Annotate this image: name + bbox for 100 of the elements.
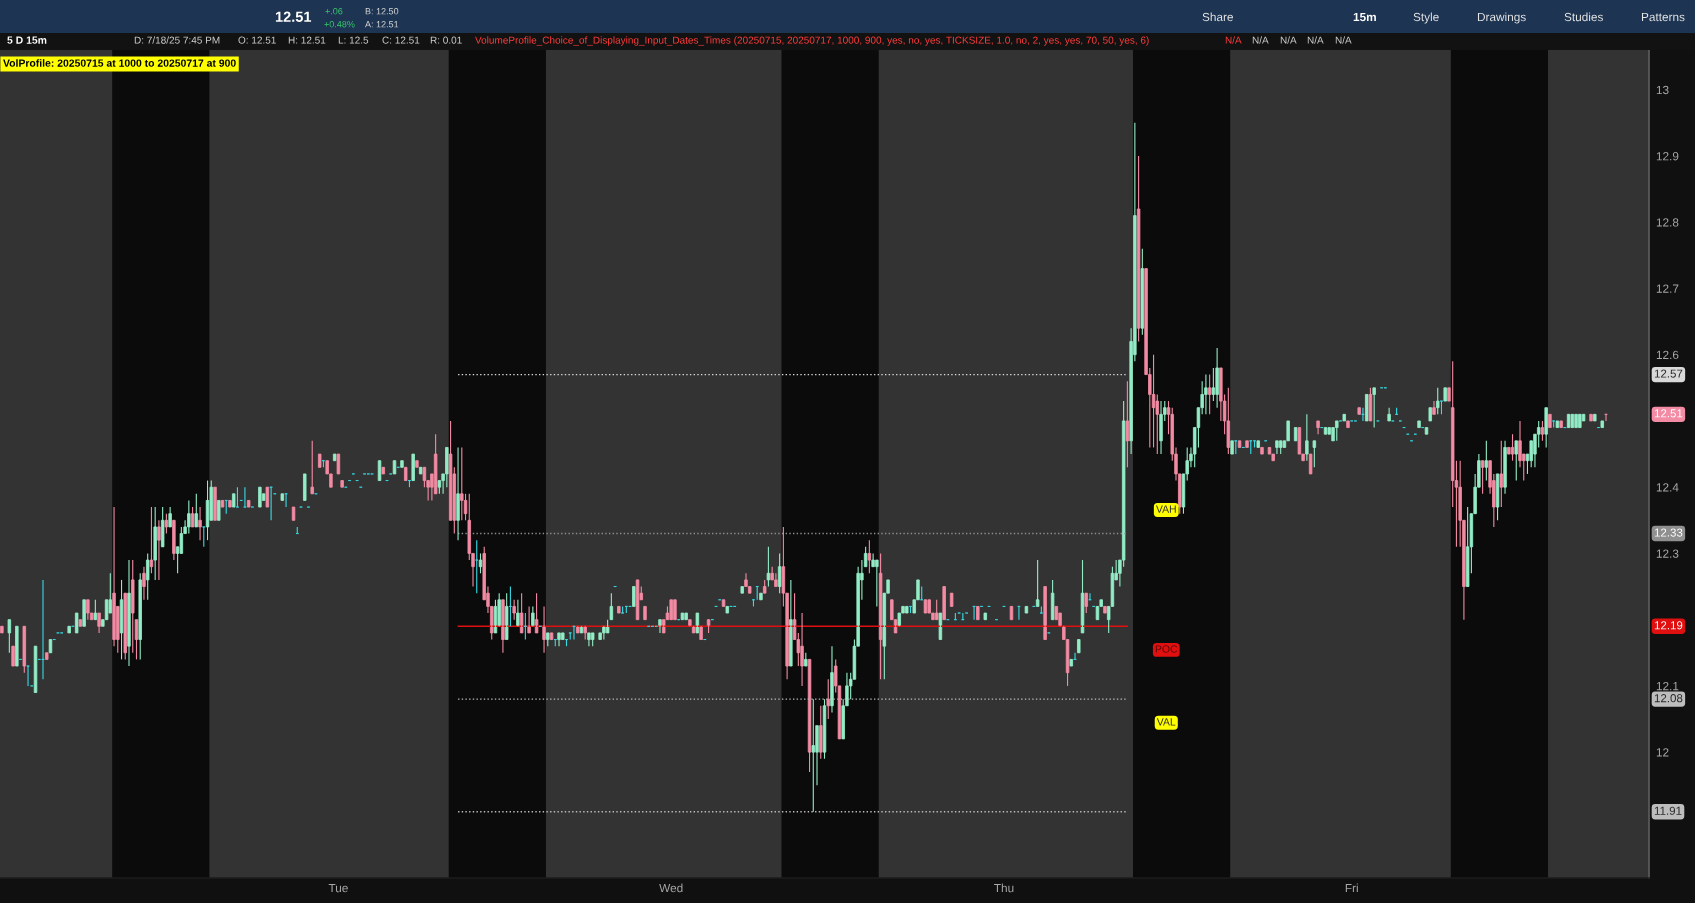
text: Studies (1564, 12, 1603, 22)
candlestick (1484, 440, 1489, 482)
candlestick (1069, 658, 1074, 667)
text: D: 7/18/25 7:45 PM (134, 36, 220, 44)
candlestick (411, 453, 415, 482)
candlestick (867, 539, 872, 574)
text: +0.48% (324, 21, 355, 28)
candlestick (632, 585, 636, 607)
annotation: 12.57 (1654, 369, 1683, 378)
candlestick (575, 625, 580, 634)
candlestick (688, 619, 692, 627)
candlestick (1589, 413, 1593, 422)
candlestick (460, 446, 464, 521)
text: C: 12.51 (382, 36, 420, 44)
candlestick (983, 612, 988, 621)
candlestick (243, 486, 247, 508)
candlestick (332, 453, 337, 462)
text: N/A (1335, 36, 1352, 44)
text: N/A (1280, 36, 1297, 44)
text: VAL (1156, 718, 1176, 726)
candlestick (684, 612, 688, 621)
x-tick-label: Fri (1345, 883, 1358, 893)
text: POC (1155, 645, 1178, 653)
x-tick-label: Tue (328, 883, 348, 893)
candlestick (1593, 413, 1597, 422)
y-tick-label: 12 (1656, 748, 1669, 757)
y-tick-label: 12.6 (1656, 350, 1679, 360)
text: 5 D 15m (7, 36, 47, 44)
candlestick (340, 480, 344, 488)
candlestick (93, 599, 98, 621)
candlestick (1308, 453, 1313, 475)
y-tick-label: 12.8 (1656, 218, 1679, 227)
text: 12.51 (275, 11, 312, 22)
candlestick (131, 559, 135, 654)
candlestick (1024, 605, 1029, 614)
candlestick (691, 625, 696, 634)
candlestick (475, 539, 479, 594)
candlestick (381, 466, 385, 475)
candlestick (15, 625, 19, 667)
y-tick-label: 12.7 (1656, 284, 1679, 293)
annotation: 12.08 (1654, 694, 1683, 703)
candlestick (1312, 440, 1317, 468)
y-tick-label: 12.3 (1656, 549, 1679, 558)
candlestick (336, 453, 341, 475)
candlestick (258, 486, 262, 508)
candlestick (67, 625, 71, 634)
candlestick (213, 486, 217, 521)
candlestick (905, 605, 909, 614)
candlestick (1335, 420, 1339, 442)
candlestick (1436, 387, 1440, 415)
candlestick (673, 599, 677, 621)
x-tick-label: Thu (994, 883, 1014, 893)
text: N/A (1225, 36, 1242, 44)
candlestick (202, 526, 206, 548)
text: 15m (1353, 12, 1376, 22)
text: VAH (1155, 505, 1176, 513)
text: B: 12.50 (365, 8, 399, 15)
candlestick (82, 599, 86, 627)
text: N/A (1252, 36, 1269, 44)
candlestick (217, 499, 221, 521)
annotation: 11.91 (1654, 806, 1682, 815)
candlestick (669, 599, 673, 621)
candlestick (7, 619, 12, 654)
text: A: 12.51 (365, 21, 399, 28)
y-tick-label: 12.9 (1656, 152, 1679, 161)
y-tick-label: 12.1 (1656, 681, 1679, 691)
candlestick (11, 645, 15, 667)
candlestick (942, 585, 946, 621)
text: VolumeProfile_Choice_of_Displaying_Input_Dates_Times (20250715, 20250717, 1000, 900, yes, no, yes, TICKSIZE, 1.0, no, 2, yes, yes, 70, 50, yes, 6) (475, 36, 1149, 46)
y-tick-label: 13 (1656, 85, 1669, 95)
text: Drawings (1477, 12, 1526, 24)
text: Share (1202, 12, 1233, 22)
candlestick (1544, 407, 1548, 448)
candlestick (617, 605, 621, 614)
text: Patterns (1641, 12, 1685, 22)
candlestick (1600, 420, 1604, 429)
candlestick (1368, 387, 1373, 422)
candlestick (0, 625, 4, 634)
text: N/A (1307, 36, 1324, 44)
candlestick (519, 592, 524, 634)
candlestick (187, 499, 191, 535)
text: O: 12.51 (238, 36, 276, 44)
candlestick (415, 460, 419, 468)
candlestick (579, 625, 584, 634)
candlestick (1342, 413, 1346, 422)
candlestick (1540, 420, 1545, 442)
candlestick (811, 698, 816, 813)
text: Style (1413, 12, 1439, 24)
candlestick (1514, 440, 1518, 482)
candlestick (1372, 387, 1376, 429)
candlestick (1230, 440, 1234, 455)
text: H: 12.51 (288, 36, 326, 44)
annotation: VolProfile: 20250715 at 1000 to 20250717 at 900 (3, 59, 236, 67)
candlestick (400, 460, 404, 468)
candlestick (418, 466, 423, 475)
annotation: 12.33 (1654, 528, 1683, 537)
candlestick (1245, 440, 1249, 448)
candlestick (164, 513, 169, 535)
candlestick (26, 665, 30, 687)
x-tick-label: Wed (659, 883, 683, 893)
